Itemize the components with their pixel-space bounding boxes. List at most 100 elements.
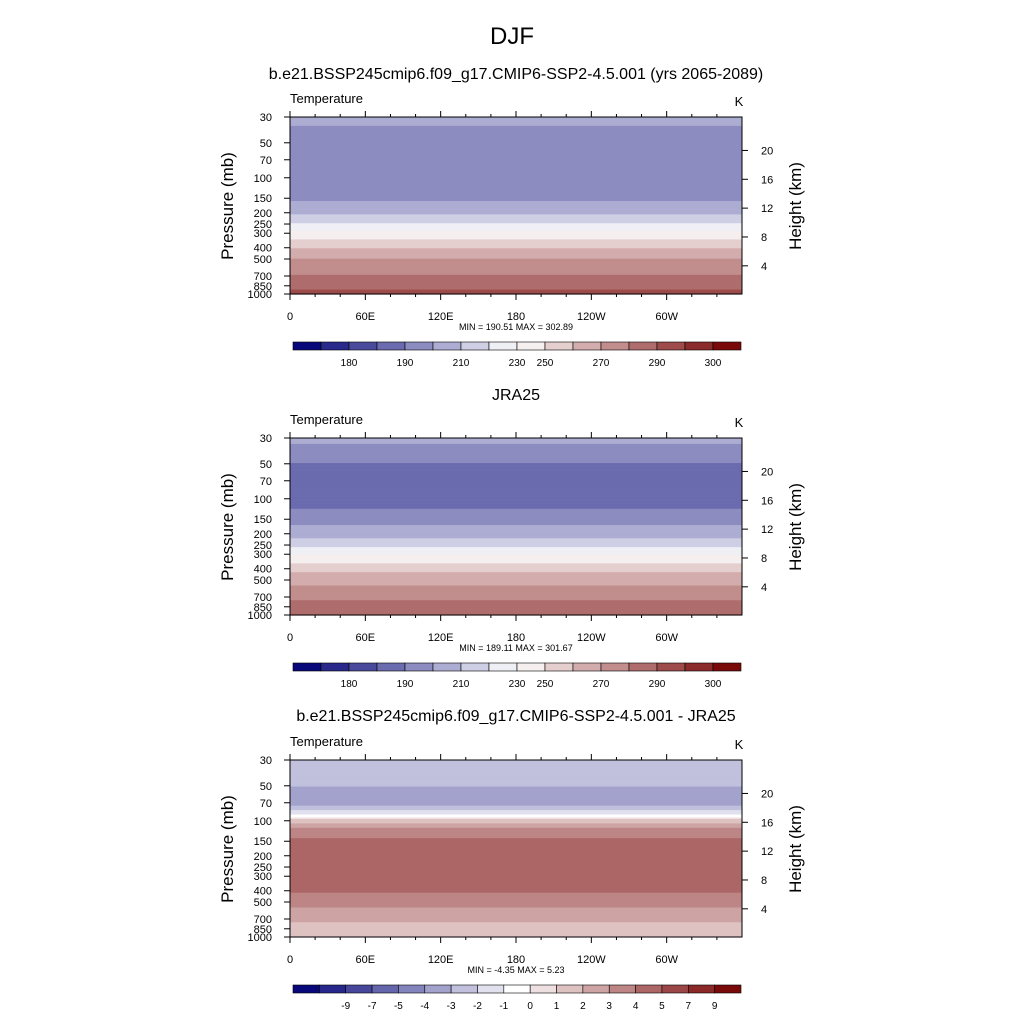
contour-band xyxy=(290,215,742,218)
contour-band xyxy=(290,226,742,229)
contour-band xyxy=(290,458,742,461)
contour-band xyxy=(290,471,742,474)
contour-band xyxy=(290,214,742,217)
contour-band xyxy=(290,796,742,799)
x-tick-label: 120E xyxy=(428,311,454,323)
contour-band xyxy=(290,557,742,560)
contour-band xyxy=(290,538,742,541)
contour-band xyxy=(290,606,742,609)
contour-band xyxy=(290,198,742,201)
x-tick-label: 120W xyxy=(577,632,606,644)
contour-band xyxy=(290,880,742,884)
x-tick-label: 120W xyxy=(577,954,606,966)
contour-band xyxy=(290,861,742,864)
chart-panel-2: 0 60E 120E 180 120W 60W3050701001502002503004… xyxy=(248,754,773,1012)
panel-units: K xyxy=(735,415,744,430)
contour-band xyxy=(290,501,742,504)
contour-band xyxy=(290,130,742,133)
contour-band xyxy=(290,597,742,600)
contour-band xyxy=(290,522,742,525)
y-tick-label: 50 xyxy=(260,138,272,150)
contour-band xyxy=(290,826,742,829)
contour-band xyxy=(290,439,742,442)
colorbar-box xyxy=(488,662,518,672)
chart-panel-0: 0 60E 120E 180 120W 60W3050701001502002503004… xyxy=(248,111,773,369)
colorbar-label: -1 xyxy=(499,1001,508,1012)
contour-band xyxy=(290,519,742,522)
contour-band xyxy=(290,517,742,520)
contour-band xyxy=(290,575,742,578)
contour-band xyxy=(290,908,742,912)
contour-band xyxy=(290,158,742,161)
contour-band xyxy=(290,451,742,454)
contour-band xyxy=(290,857,742,860)
contour-band xyxy=(290,805,742,808)
colorbar-box xyxy=(320,662,350,672)
contour-band xyxy=(290,584,742,587)
contour-band xyxy=(290,808,742,811)
contour-band xyxy=(290,572,742,575)
contour-band xyxy=(290,217,742,220)
colorbar-label: -7 xyxy=(368,1001,377,1012)
x-tick-label: 120W xyxy=(577,311,606,323)
contour-band xyxy=(290,236,742,239)
colorbar-box xyxy=(404,662,434,672)
contour-band xyxy=(290,201,742,204)
contour-band xyxy=(290,855,742,858)
colorbar-box xyxy=(477,984,505,994)
contour-band xyxy=(290,143,742,146)
contour-band xyxy=(290,218,742,221)
colorbar-box xyxy=(424,984,452,994)
contour-band xyxy=(290,875,742,878)
contour-band xyxy=(290,813,742,816)
contour-band xyxy=(290,582,742,585)
contour-band xyxy=(290,124,742,127)
x-tick-label: 0 xyxy=(287,311,293,323)
y-tick-label: 500 xyxy=(254,575,272,587)
contour-band xyxy=(290,541,742,544)
x-tick-label: 0 xyxy=(287,632,293,644)
contour-band xyxy=(290,508,742,511)
contour-band xyxy=(290,932,742,935)
contour-band xyxy=(290,817,742,820)
colorbar-label: 270 xyxy=(593,679,610,690)
panel-reanalysis: JRA25 Temperature K Pressure (mb) Height… xyxy=(218,387,805,653)
x-tick-label: 0 xyxy=(287,954,293,966)
contour-band xyxy=(290,793,742,796)
colorbar-label: 190 xyxy=(397,679,414,690)
contour-band xyxy=(290,127,742,130)
chart-panel-1: 0 60E 120E 180 120W 60W3050701001502002503004… xyxy=(248,432,773,690)
contour-band xyxy=(290,183,742,186)
contour-band xyxy=(290,844,742,847)
contour-band xyxy=(290,760,742,763)
contour-band xyxy=(290,483,742,486)
contour-band xyxy=(290,835,742,838)
contour-band xyxy=(290,901,742,904)
contour-band xyxy=(290,820,742,823)
contour-band xyxy=(290,139,742,142)
contour-band xyxy=(290,529,742,532)
colorbar-box xyxy=(516,662,546,672)
contour-band xyxy=(290,882,742,885)
contour-band xyxy=(290,556,742,559)
contour-band xyxy=(290,903,742,906)
y2-tick-label: 8 xyxy=(761,232,767,244)
contour-band xyxy=(290,771,742,774)
contour-band xyxy=(290,551,742,554)
contour-band xyxy=(290,913,742,916)
contour-band xyxy=(290,601,742,604)
contour-band xyxy=(290,282,742,285)
colorbar-box xyxy=(376,341,406,351)
contour-band xyxy=(290,473,742,476)
contour-band xyxy=(290,612,742,615)
contour-band xyxy=(290,789,742,792)
contour-band xyxy=(290,267,742,270)
contour-band xyxy=(290,443,742,446)
contour-band xyxy=(290,131,742,134)
contour-band xyxy=(290,527,742,531)
colorbar-label: 9 xyxy=(712,1001,718,1012)
panel-difference: b.e21.BSSP245cmip6.f09_g17.CMIP6-SSP2-4.… xyxy=(218,708,805,975)
colorbar-label: 270 xyxy=(593,358,610,369)
contour-band xyxy=(290,193,742,196)
colorbar-box xyxy=(628,662,658,672)
